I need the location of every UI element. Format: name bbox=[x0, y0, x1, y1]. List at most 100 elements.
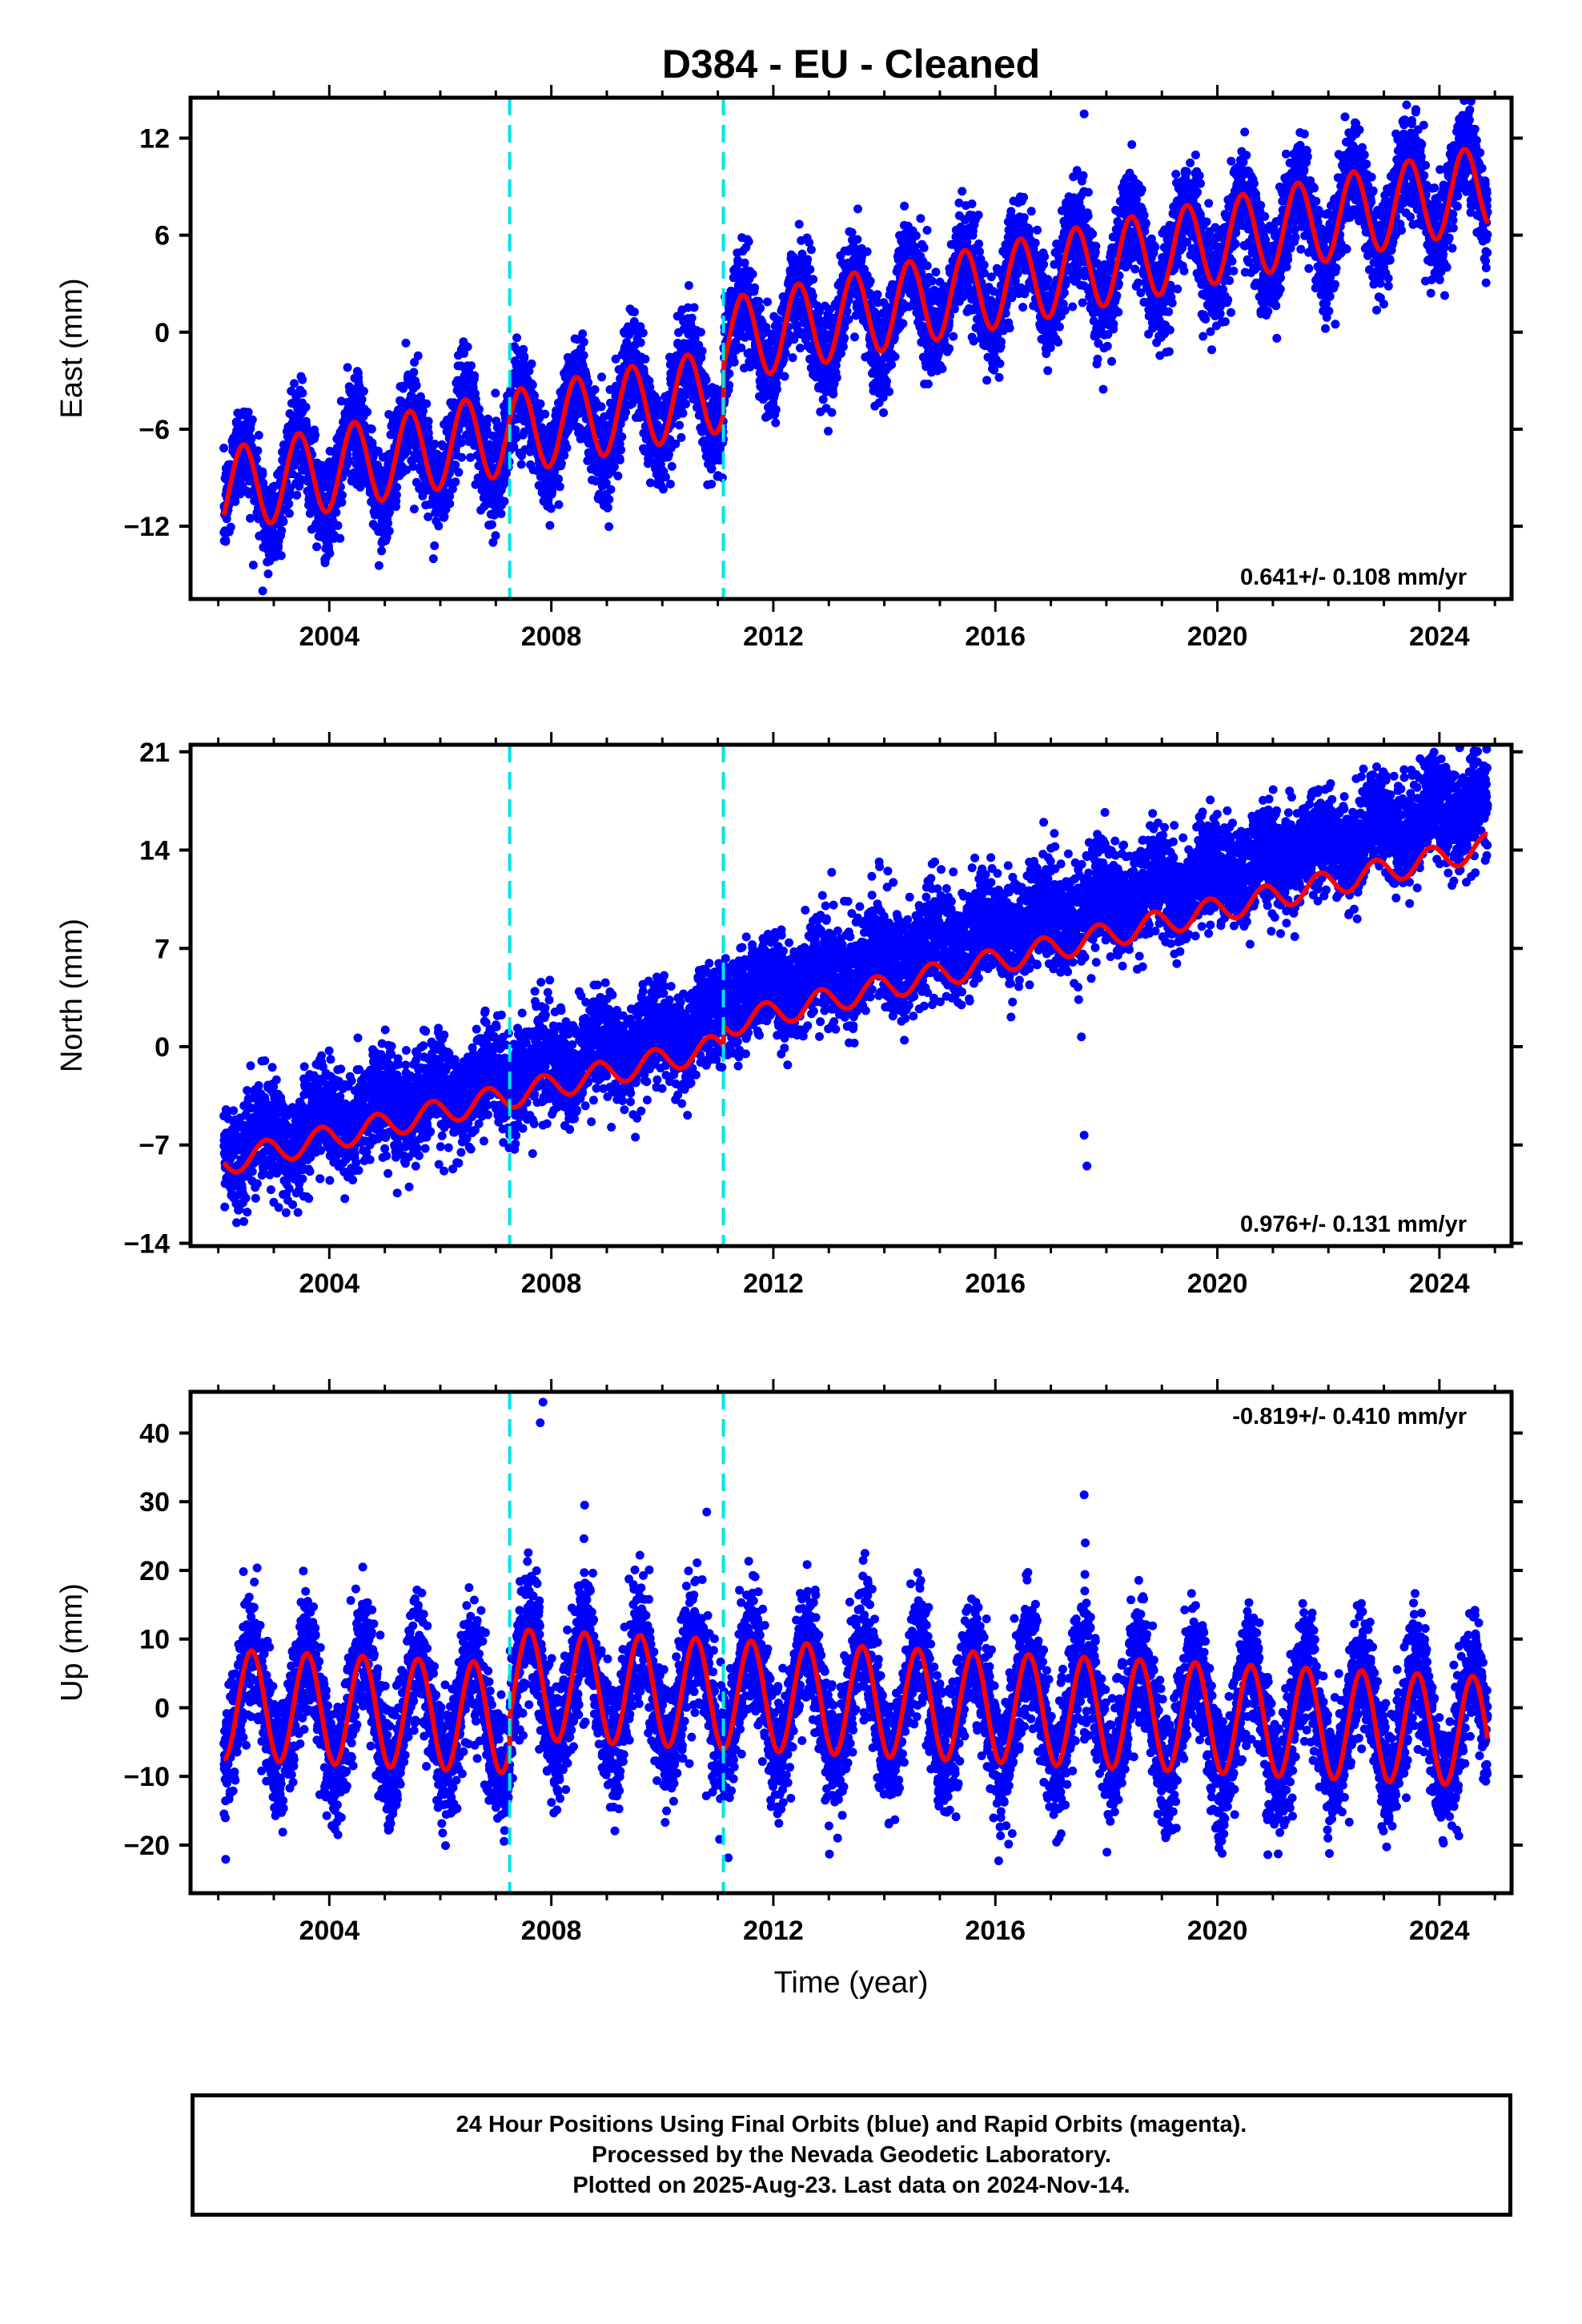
data-point bbox=[467, 361, 476, 371]
data-point bbox=[335, 533, 345, 543]
data-point bbox=[945, 344, 954, 353]
data-point bbox=[491, 388, 500, 398]
data-point bbox=[408, 462, 418, 471]
data-point bbox=[887, 360, 897, 369]
data-point bbox=[500, 497, 509, 506]
data-point bbox=[916, 214, 926, 223]
data-point bbox=[788, 353, 797, 363]
data-point bbox=[974, 211, 983, 219]
data-point bbox=[254, 431, 263, 440]
data-point bbox=[922, 261, 932, 271]
data-point bbox=[409, 505, 419, 514]
data-point bbox=[853, 204, 862, 214]
data-point bbox=[744, 237, 753, 247]
data-point bbox=[430, 440, 440, 448]
data-point bbox=[780, 372, 789, 381]
data-point bbox=[922, 226, 932, 235]
data-point bbox=[279, 517, 288, 526]
data-point bbox=[424, 416, 433, 426]
data-point bbox=[482, 426, 492, 436]
data-layer bbox=[219, 98, 1492, 596]
data-point bbox=[343, 456, 353, 465]
data-point bbox=[292, 490, 302, 500]
data-point bbox=[579, 337, 588, 347]
data-point bbox=[773, 384, 781, 394]
data-point bbox=[424, 512, 433, 521]
data-point bbox=[818, 395, 828, 404]
data-point bbox=[325, 549, 335, 558]
data-point bbox=[383, 519, 393, 528]
data-point bbox=[546, 504, 556, 513]
data-point bbox=[402, 465, 412, 475]
data-point bbox=[763, 297, 772, 307]
data-point bbox=[885, 387, 894, 396]
data-point bbox=[470, 371, 480, 380]
data-point bbox=[422, 399, 432, 408]
data-point bbox=[638, 328, 648, 338]
data-point bbox=[298, 388, 307, 398]
data-point bbox=[630, 308, 639, 317]
data-point bbox=[750, 283, 760, 292]
data-point bbox=[413, 351, 423, 360]
data-point bbox=[696, 328, 705, 337]
data-point bbox=[590, 385, 600, 394]
data-point bbox=[460, 348, 468, 358]
data-point bbox=[803, 255, 813, 264]
data-point bbox=[560, 451, 569, 460]
data-point bbox=[853, 235, 862, 244]
data-point bbox=[475, 404, 484, 414]
data-point bbox=[516, 460, 526, 469]
data-point bbox=[923, 380, 933, 388]
data-point bbox=[601, 478, 611, 488]
data-point bbox=[613, 471, 623, 480]
data-point bbox=[609, 462, 619, 472]
data-point bbox=[584, 378, 593, 387]
data-point bbox=[931, 267, 941, 277]
data-point bbox=[440, 512, 449, 521]
data-point bbox=[519, 344, 528, 354]
data-point bbox=[290, 379, 299, 388]
data-point bbox=[748, 269, 757, 279]
data-point bbox=[756, 304, 765, 313]
data-point bbox=[689, 303, 699, 312]
data-point bbox=[284, 509, 294, 518]
data-point bbox=[247, 415, 257, 424]
data-point bbox=[890, 352, 900, 361]
data-point bbox=[530, 391, 540, 400]
data-point bbox=[295, 481, 304, 491]
data-point bbox=[969, 336, 978, 346]
data-point bbox=[263, 569, 273, 579]
data-point bbox=[684, 281, 693, 290]
data-point bbox=[277, 526, 287, 535]
data-point bbox=[545, 521, 555, 530]
data-point bbox=[805, 265, 815, 274]
data-point bbox=[248, 561, 258, 570]
data-point bbox=[367, 424, 376, 434]
data-point bbox=[576, 344, 586, 353]
data-point bbox=[363, 408, 372, 416]
data-point bbox=[463, 342, 472, 352]
data-point bbox=[840, 333, 849, 343]
data-point bbox=[554, 474, 564, 484]
data-point bbox=[246, 513, 255, 523]
data-point bbox=[677, 432, 686, 442]
data-point bbox=[597, 372, 606, 382]
data-point bbox=[611, 354, 620, 364]
data-point bbox=[391, 490, 401, 500]
figure-title: D384 - EU - Cleaned bbox=[662, 42, 1040, 86]
data-point bbox=[771, 418, 781, 428]
data-point bbox=[967, 199, 977, 209]
data-point bbox=[898, 319, 908, 328]
data-point bbox=[949, 332, 958, 341]
data-point bbox=[338, 490, 347, 500]
data-point bbox=[253, 446, 263, 456]
data-point bbox=[938, 364, 947, 373]
data-point bbox=[771, 405, 781, 414]
data-point bbox=[466, 452, 475, 462]
data-point bbox=[451, 477, 460, 487]
data-point bbox=[958, 187, 967, 196]
final-orbit-points bbox=[219, 98, 1492, 596]
data-point bbox=[879, 408, 889, 417]
data-point bbox=[636, 338, 645, 348]
data-point bbox=[604, 495, 614, 505]
